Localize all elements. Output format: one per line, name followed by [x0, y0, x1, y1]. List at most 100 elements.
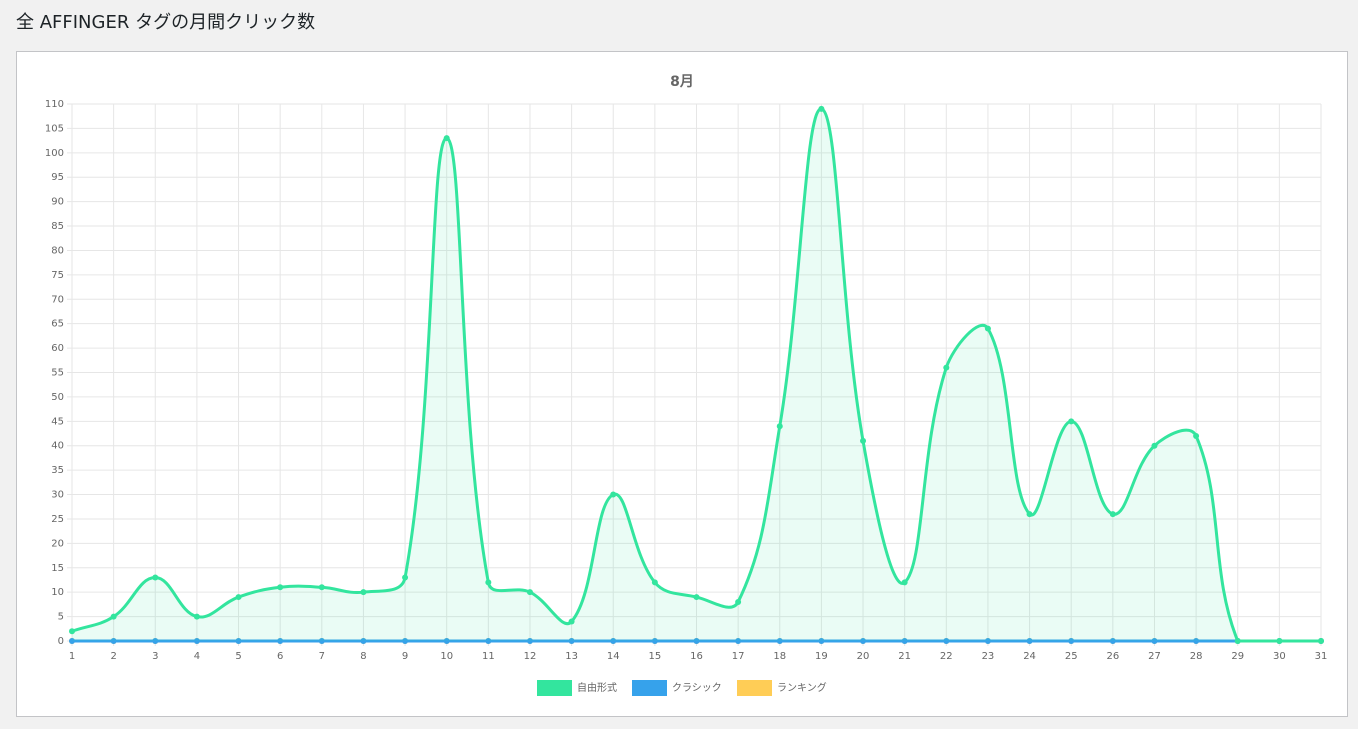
point: [860, 638, 867, 644]
point: [984, 638, 991, 644]
legend-swatch[interactable]: [537, 680, 572, 696]
y-tick-label: 40: [51, 441, 64, 452]
y-tick-label: 20: [51, 538, 64, 549]
y-tick-label: 90: [51, 197, 64, 208]
y-tick-label: 80: [51, 245, 64, 256]
point: [568, 638, 575, 644]
area: [72, 108, 1321, 641]
chart-title: 8月: [670, 74, 694, 90]
point: [152, 574, 159, 581]
point: [1068, 418, 1075, 425]
x-tick-label: 19: [815, 651, 828, 662]
point: [1151, 638, 1158, 644]
y-tick-label: 105: [45, 123, 64, 134]
point: [651, 579, 658, 586]
x-tick-label: 1: [69, 651, 75, 662]
chart-panel: [16, 51, 1348, 717]
x-tick-label: 14: [607, 651, 620, 662]
point: [360, 589, 367, 596]
point: [735, 598, 742, 605]
y-tick-label: 110: [45, 99, 64, 110]
x-tick-label: 24: [1023, 651, 1036, 662]
x-tick-label: 28: [1190, 651, 1203, 662]
legend-swatch[interactable]: [737, 680, 772, 696]
y-tick-label: 85: [51, 221, 64, 232]
x-tick-label: 6: [277, 651, 283, 662]
point: [110, 638, 117, 644]
y-tick-label: 95: [51, 172, 64, 183]
line: [71, 107, 1321, 643]
x-tick-label: 13: [565, 651, 578, 662]
point: [193, 638, 200, 644]
point: [610, 638, 617, 644]
y-tick-label: 30: [51, 490, 64, 501]
point: [1068, 638, 1075, 644]
point: [693, 638, 700, 644]
y-tick-label: 60: [51, 343, 64, 354]
y-tick-label: 35: [51, 465, 64, 476]
x-tick-label: 2: [110, 651, 116, 662]
y-tick-label: 10: [51, 587, 64, 598]
point: [818, 105, 825, 112]
x-tick-label: 18: [773, 651, 786, 662]
y-tick-label: 55: [51, 368, 64, 379]
point: [526, 638, 533, 644]
point: [485, 638, 492, 644]
x-tick-label: 25: [1065, 651, 1078, 662]
point: [443, 135, 450, 142]
legend-label[interactable]: クラシック: [672, 682, 722, 694]
point: [818, 638, 825, 644]
point: [1318, 638, 1324, 644]
point: [610, 491, 617, 498]
point: [152, 638, 159, 644]
legend-swatch[interactable]: [632, 680, 667, 696]
x-tick-label: 23: [982, 651, 995, 662]
point: [318, 638, 325, 644]
point: [943, 638, 950, 644]
point: [984, 325, 991, 332]
point: [776, 423, 783, 430]
point: [277, 638, 284, 644]
point: [1026, 511, 1033, 518]
x-tick-label: 8: [360, 651, 366, 662]
x-tick-label: 29: [1231, 651, 1244, 662]
x-tick-label: 9: [402, 651, 408, 662]
point: [693, 594, 700, 601]
x-tick-label: 27: [1148, 651, 1161, 662]
x-tick-label: 4: [194, 651, 200, 662]
point: [943, 364, 950, 371]
point: [860, 437, 867, 444]
point: [568, 618, 575, 625]
page-title: 全 AFFINGER タグの月間クリック数: [16, 12, 316, 33]
point: [1193, 432, 1200, 439]
point: [193, 613, 200, 620]
x-tick-label: 15: [648, 651, 661, 662]
point: [110, 613, 117, 620]
x-tick-label: 11: [482, 651, 495, 662]
y-tick-label: 25: [51, 514, 64, 525]
point: [1026, 638, 1033, 644]
y-tick-label: 5: [58, 612, 64, 623]
point: [443, 638, 450, 644]
point: [402, 574, 409, 581]
point: [235, 638, 242, 644]
point: [1109, 638, 1116, 644]
legend-label[interactable]: ランキング: [777, 681, 827, 694]
point: [1234, 638, 1241, 644]
point: [526, 589, 533, 596]
point: [651, 638, 658, 644]
point: [776, 638, 783, 644]
legend-label[interactable]: 自由形式: [577, 681, 617, 694]
x-tick-label: 10: [440, 651, 453, 662]
y-tick-label: 50: [51, 392, 64, 403]
point: [1193, 638, 1200, 644]
y-tick-label: 45: [51, 416, 64, 427]
x-tick-label: 3: [152, 651, 158, 662]
point: [901, 638, 908, 644]
point: [402, 638, 409, 644]
y-tick-label: 75: [51, 270, 64, 281]
x-tick-label: 21: [898, 651, 911, 662]
y-tick-label: 0: [58, 636, 64, 647]
